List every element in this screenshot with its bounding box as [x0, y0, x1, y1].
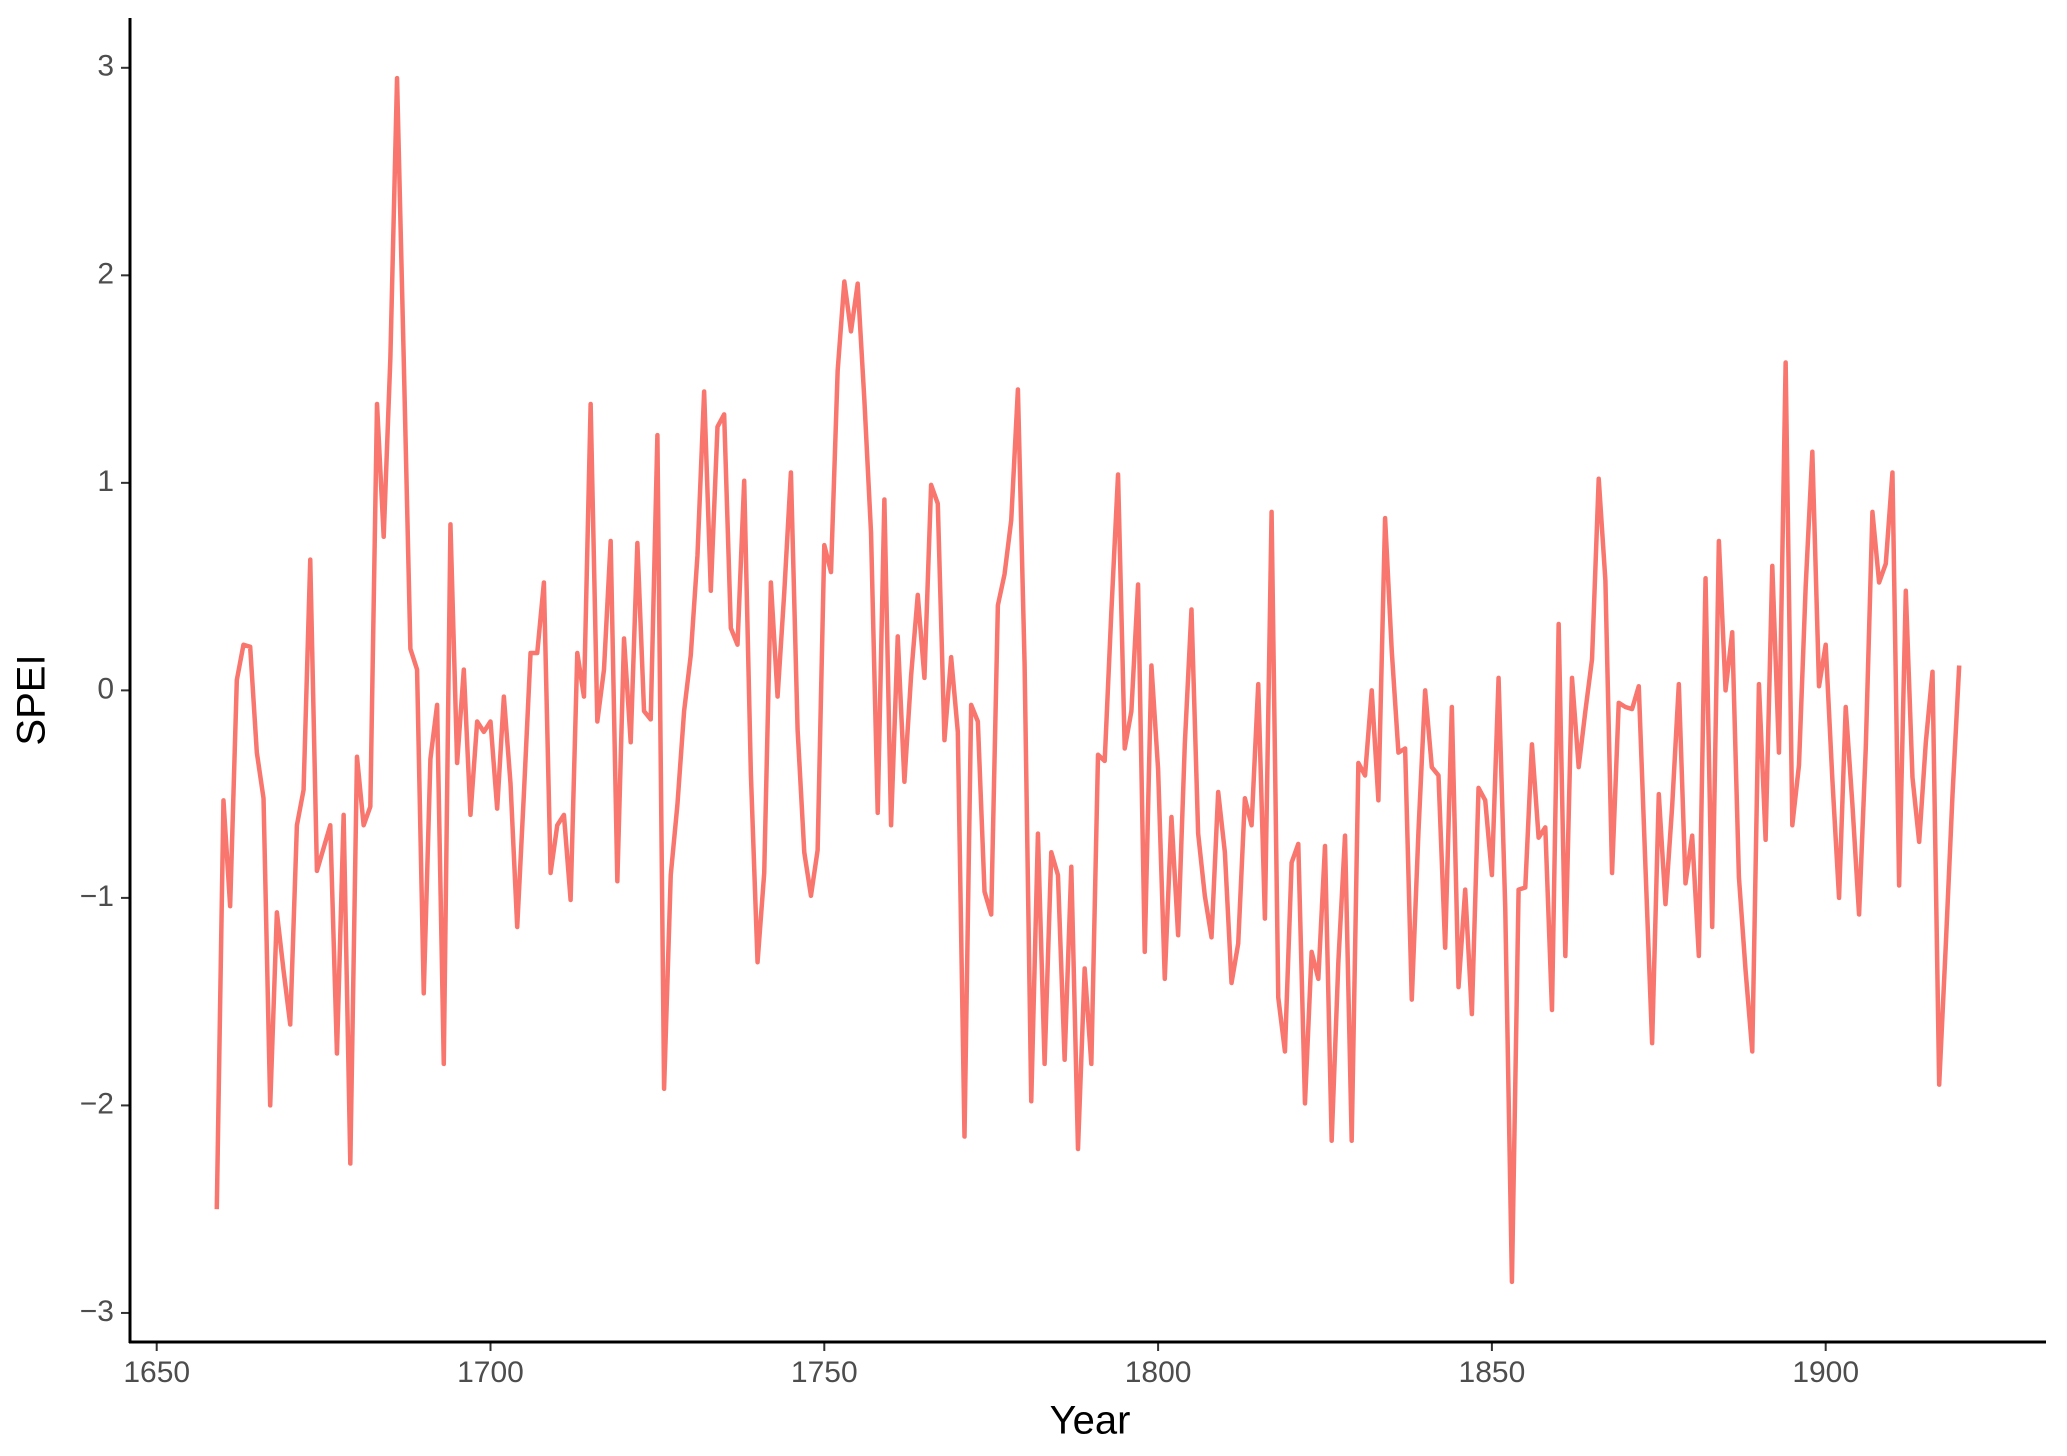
x-tick-label: 1700 — [457, 1356, 524, 1389]
x-tick-label: 1850 — [1459, 1356, 1526, 1389]
y-tick-label: 1 — [97, 465, 114, 498]
x-axis-title: Year — [1050, 1399, 1131, 1443]
x-tick-label: 1900 — [1792, 1356, 1859, 1389]
y-tick-label: 0 — [97, 672, 114, 705]
y-tick-label: 2 — [97, 257, 114, 290]
data-line — [214, 75, 1962, 1285]
y-tick-label: −2 — [80, 1087, 114, 1120]
x-tick-label: 1800 — [1125, 1356, 1192, 1389]
y-axis-title: SPEI — [10, 654, 54, 745]
x-tick-label: 1650 — [123, 1356, 190, 1389]
x-tick-label: 1750 — [791, 1356, 858, 1389]
y-tick-label: 3 — [97, 50, 114, 83]
y-tick-label: −3 — [80, 1295, 114, 1328]
y-tick-label: −1 — [80, 880, 114, 913]
